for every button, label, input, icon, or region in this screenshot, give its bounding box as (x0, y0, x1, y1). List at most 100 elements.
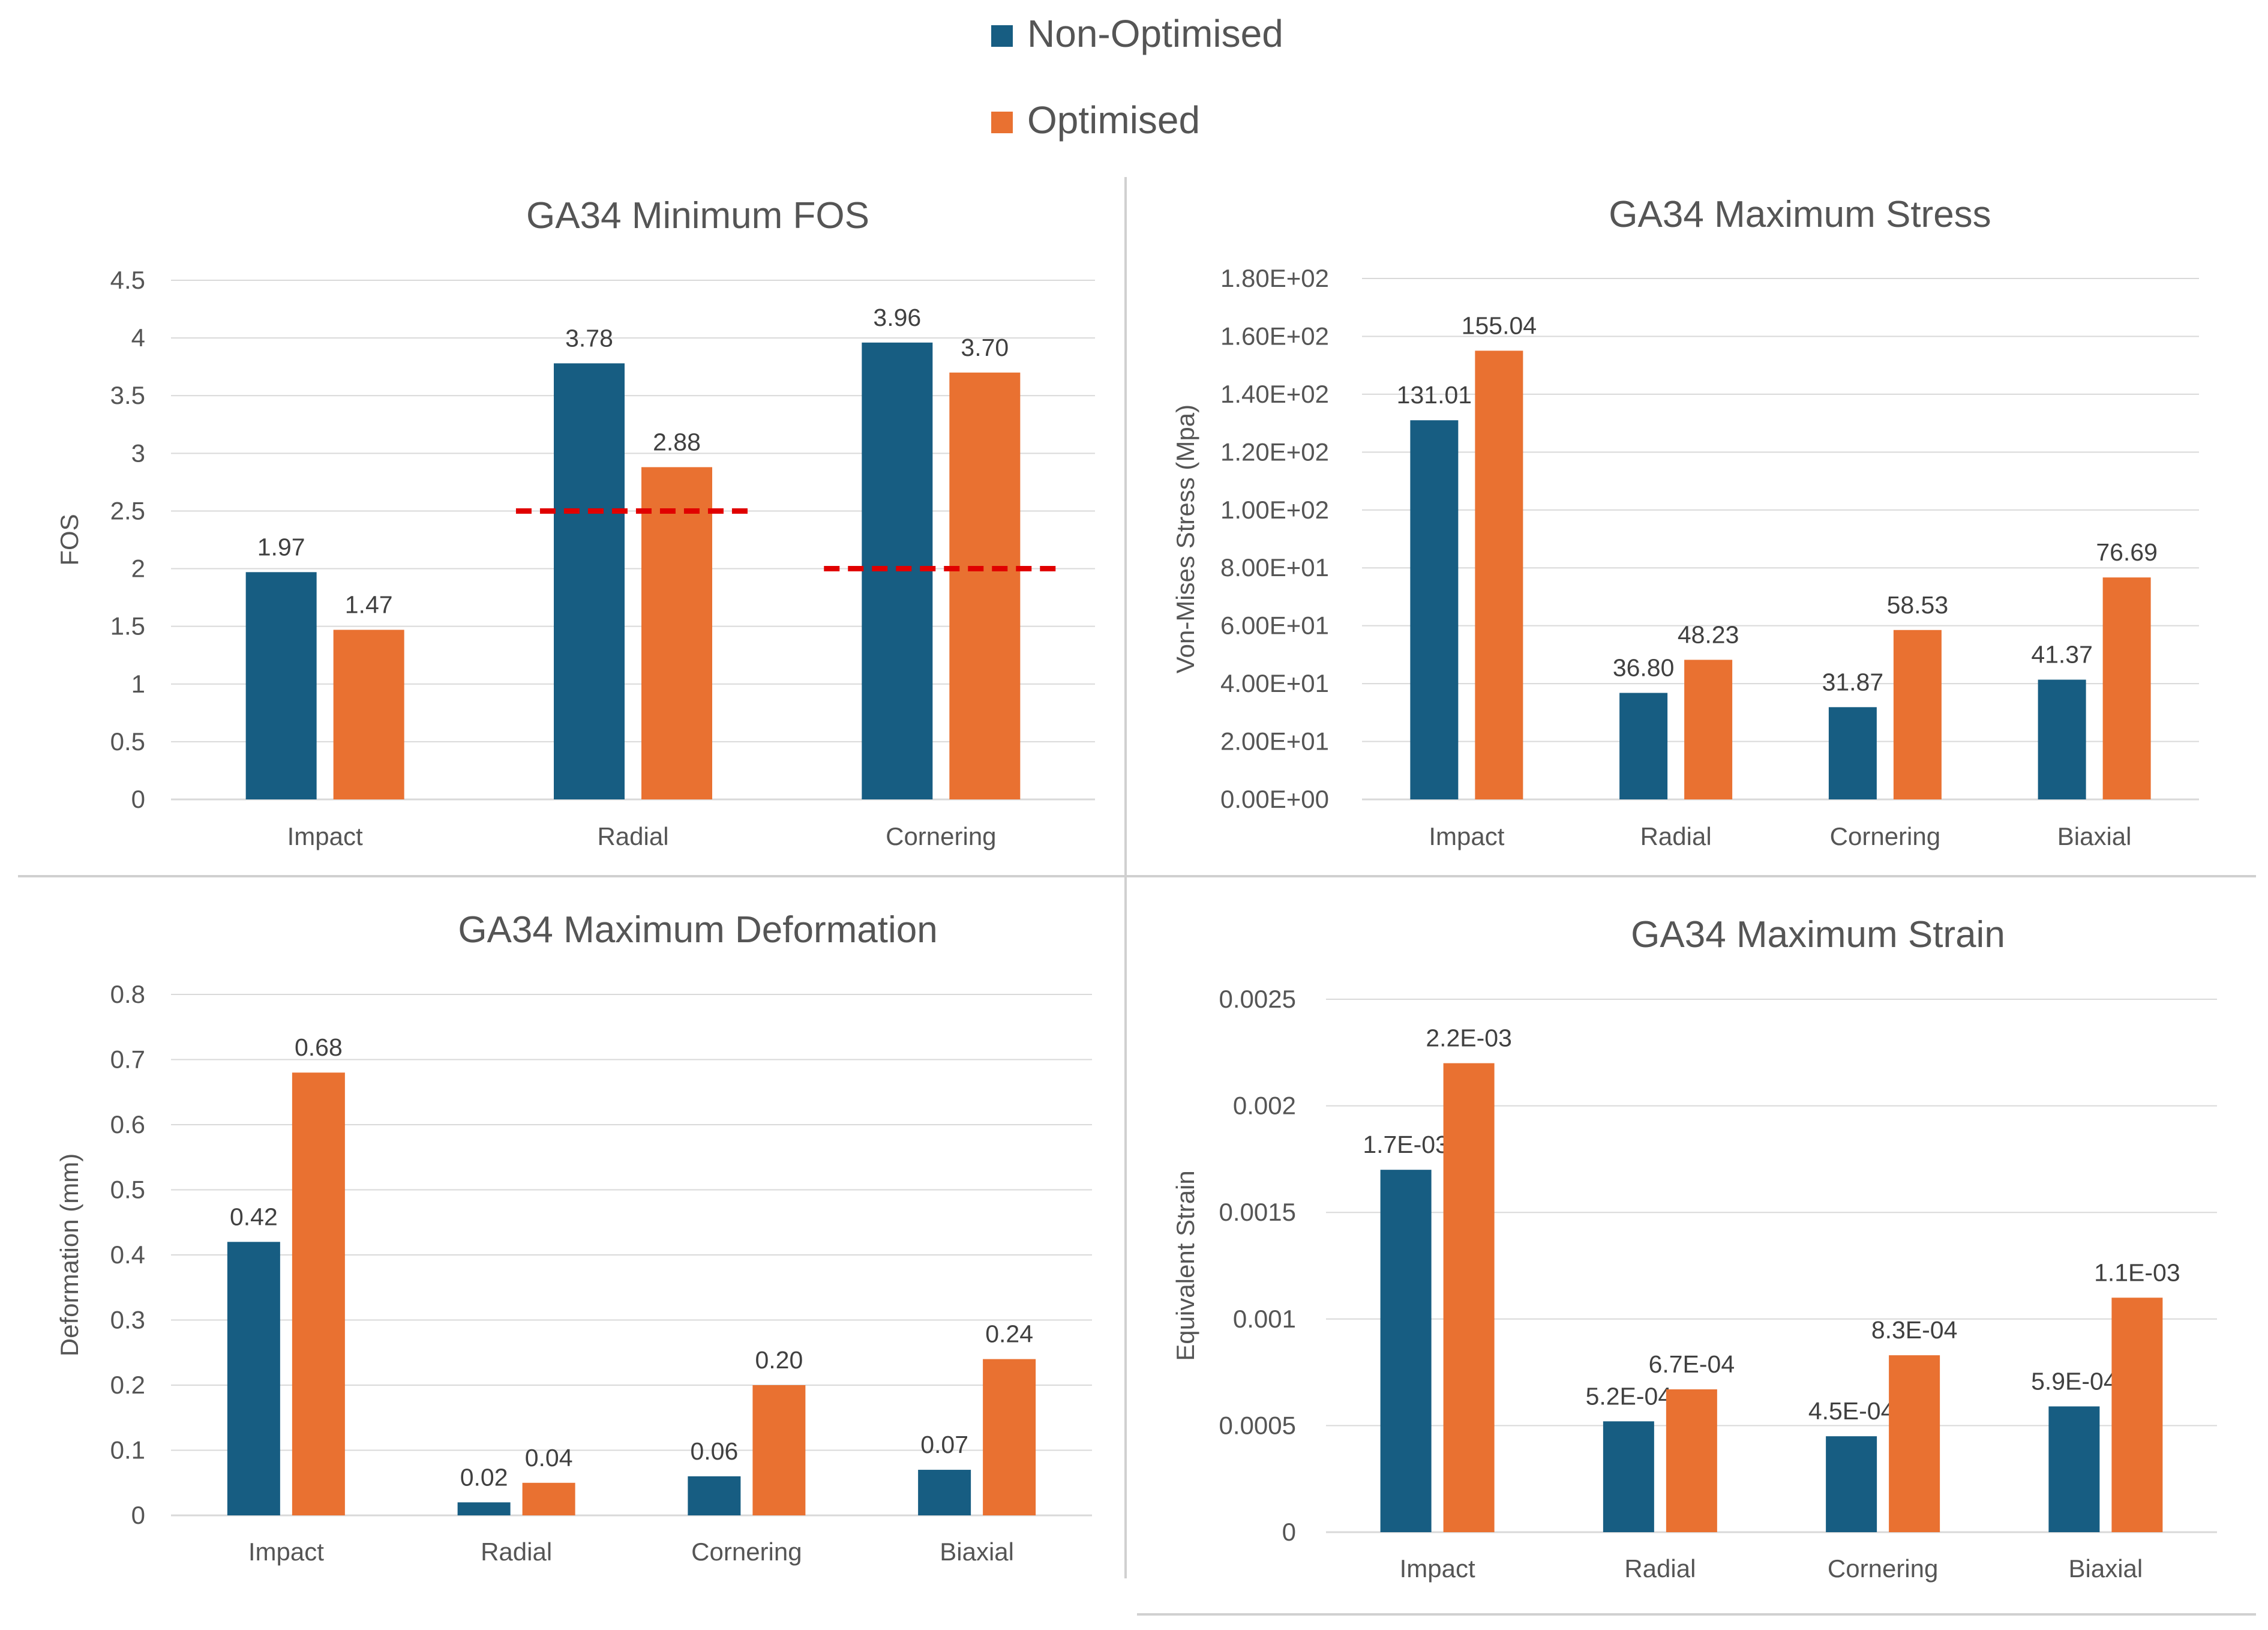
x-tick-label: Impact (248, 1538, 324, 1566)
y-tick-label: 1.60E+02 (1220, 322, 1329, 350)
data-label: 0.24 (985, 1320, 1033, 1348)
y-tick-label: 4 (131, 323, 145, 352)
x-tick-label: Radial (1624, 1554, 1696, 1583)
chart-panel-3: GA34 Maximum Deformation 0 0.1 0.2 0.3 0.4 0.5… (55, 909, 1092, 1566)
y-axis-label: Deformation (mm) (55, 1153, 83, 1356)
bar-cornering-optimised (1889, 1355, 1940, 1532)
y-tick-label: 0.7 (110, 1045, 145, 1074)
data-label: 0.02 (460, 1463, 508, 1491)
y-tick-label: 0.5 (110, 727, 145, 756)
bar-radial-optimised (1684, 660, 1733, 799)
data-label: 1.97 (257, 533, 305, 561)
chart-title: GA34 Minimum FOS (526, 195, 869, 236)
chart-title: GA34 Maximum Strain (1631, 914, 2005, 955)
bar-impact-optimised (292, 1072, 345, 1515)
data-label: 0.07 (920, 1431, 968, 1458)
bar-cornering-non-optimised (1826, 1436, 1877, 1532)
x-tick-label: Radial (481, 1538, 552, 1566)
x-tick-label: Cornering (1830, 822, 1940, 850)
bar-impact-optimised (1443, 1063, 1495, 1532)
x-tick-label: Impact (1400, 1554, 1475, 1583)
y-tick-label: 0.4 (110, 1241, 145, 1269)
y-tick-label: 0.8 (110, 980, 145, 1008)
legend-swatch-non-optimised (991, 25, 1013, 47)
bar-biaxial-optimised (2102, 577, 2151, 799)
bar-biaxial-non-optimised (2048, 1406, 2100, 1532)
y-axis-label: Von-Mises Stress (Mpa) (1171, 404, 1199, 673)
x-tick-label: Cornering (691, 1538, 802, 1566)
data-label: 1.47 (345, 591, 393, 618)
bar-cornering-optimised (1893, 630, 1942, 799)
x-tick-label: Biaxial (2069, 1554, 2143, 1583)
bar-impact-optimised (1475, 350, 1523, 799)
y-tick-label: 1.20E+02 (1220, 438, 1329, 466)
y-tick-label: 1.40E+02 (1220, 380, 1329, 408)
y-tick-label: 0.00E+00 (1220, 785, 1329, 813)
y-tick-label: 2.5 (110, 496, 145, 525)
data-label: 5.2E-04 (1586, 1382, 1672, 1410)
x-tick-label: Radial (597, 822, 668, 850)
y-tick-label: 0.002 (1233, 1092, 1296, 1120)
x-tick-label: Impact (287, 822, 363, 850)
bar-radial-optimised (1666, 1389, 1717, 1532)
y-tick-label: 0.5 (110, 1176, 145, 1204)
chart-title: GA34 Maximum Deformation (458, 909, 937, 951)
y-tick-label: 3 (131, 439, 145, 467)
data-label: 0.68 (295, 1033, 343, 1061)
y-tick-label: 0.2 (110, 1371, 145, 1399)
data-label: 41.37 (2031, 641, 2093, 669)
data-label: 155.04 (1462, 311, 1537, 339)
y-tick-label: 6.00E+01 (1220, 612, 1329, 640)
y-tick-label: 8.00E+01 (1220, 553, 1329, 582)
y-tick-label: 1.5 (110, 612, 145, 640)
x-tick-label: Radial (1640, 822, 1712, 850)
legend-swatch-optimised (991, 112, 1013, 133)
chart-title: GA34 Maximum Stress (1609, 194, 1991, 235)
bar-cornering-optimised (752, 1385, 806, 1515)
bar-radial-optimised (522, 1482, 575, 1515)
data-label: 58.53 (1887, 591, 1949, 619)
bar-radial-non-optimised (554, 363, 625, 799)
data-label: 0.04 (525, 1444, 573, 1472)
bar-radial-non-optimised (457, 1502, 511, 1515)
bar-radial-non-optimised (1619, 693, 1668, 799)
bar-impact-non-optimised (245, 572, 317, 799)
bar-cornering-optimised (949, 372, 1021, 799)
data-label: 6.7E-04 (1649, 1350, 1735, 1378)
bar-impact-non-optimised (1410, 420, 1459, 799)
x-tick-label: Biaxial (2057, 822, 2132, 850)
y-tick-label: 1.80E+02 (1220, 264, 1329, 292)
x-tick-label: Cornering (1828, 1554, 1938, 1583)
bar-cornering-non-optimised (1828, 707, 1877, 799)
y-tick-label: 3.5 (110, 381, 145, 409)
data-label: 3.70 (961, 334, 1009, 361)
data-label: 2.2E-03 (1426, 1024, 1512, 1052)
data-label: 31.87 (1822, 668, 1884, 696)
bar-impact-non-optimised (1380, 1170, 1432, 1532)
chart-panel-2: GA34 Maximum Stress 0.00E+00 2.00E+01 4.00E… (1171, 194, 2199, 850)
chart-panels: GA34 Minimum FOS 0 0.5 1 1.5 2 2.5 3 3.5 4 4.5 FOS I… (55, 194, 2217, 1583)
bar-cornering-non-optimised (688, 1476, 741, 1515)
y-tick-label: 4.5 (110, 266, 145, 294)
data-label: 3.78 (565, 324, 613, 352)
data-label: 76.69 (2096, 538, 2158, 566)
y-tick-label: 2.00E+01 (1220, 727, 1329, 756)
bar-biaxial-non-optimised (918, 1470, 971, 1515)
data-label: 0.20 (755, 1346, 803, 1374)
y-tick-label: 4.00E+01 (1220, 669, 1329, 697)
y-tick-label: 0.0005 (1219, 1411, 1296, 1439)
y-tick-label: 2 (131, 555, 145, 583)
data-label: 48.23 (1678, 621, 1739, 648)
y-tick-label: 0.0025 (1219, 985, 1296, 1013)
bar-biaxial-non-optimised (2038, 679, 2086, 799)
bar-biaxial-optimised (983, 1359, 1036, 1515)
chart-panel-1: GA34 Minimum FOS 0 0.5 1 1.5 2 2.5 3 3.5 4 4.5 FOS I… (55, 195, 1095, 850)
y-tick-label: 1 (131, 670, 145, 698)
legend-label-optimised: Optimised (1027, 98, 1200, 142)
data-label: 36.80 (1613, 654, 1675, 682)
bar-radial-optimised (641, 467, 712, 799)
y-tick-label: 0.001 (1233, 1305, 1296, 1333)
y-tick-label: 0 (131, 785, 145, 813)
